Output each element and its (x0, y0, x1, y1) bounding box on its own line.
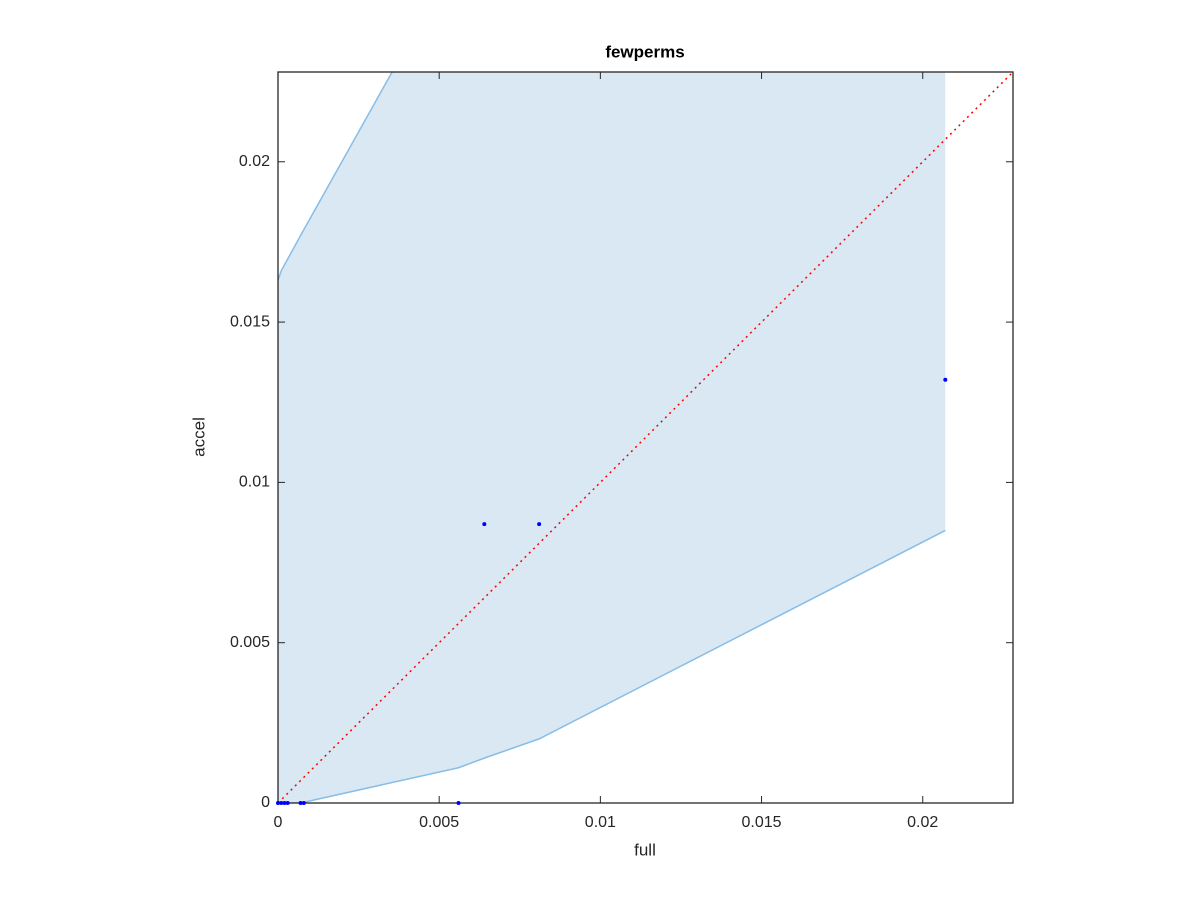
x-tick-label: 0.015 (742, 814, 782, 831)
point (279, 801, 284, 805)
axes-box (277, 71, 1014, 804)
point (298, 801, 303, 805)
point (482, 522, 487, 527)
point (276, 801, 280, 805)
x-tick-label: 0.01 (585, 814, 616, 831)
point (943, 377, 948, 382)
point (282, 801, 287, 805)
point (285, 801, 290, 805)
band-fill (278, 72, 946, 803)
y-tick-label: 0 (261, 794, 270, 811)
y-tick-label: 0.01 (239, 474, 270, 491)
y-axis-label: accel (189, 417, 208, 457)
band-edge-upper (278, 72, 393, 281)
plot-area (278, 72, 1013, 803)
point (301, 801, 306, 805)
point (537, 522, 542, 527)
x-tick-label: 0 (274, 814, 283, 831)
band-edge-lower (278, 529, 946, 803)
x-tick-label: 0.005 (419, 814, 459, 831)
y-tick-label: 0.005 (230, 634, 270, 651)
x-axis-label: full (634, 840, 656, 859)
x-tick-label: 0.02 (907, 814, 938, 831)
point (456, 801, 461, 805)
y-tick-label: 0.02 (239, 153, 270, 170)
y-tick-label: 0.015 (230, 313, 270, 330)
chart-title: fewperms (605, 42, 684, 61)
